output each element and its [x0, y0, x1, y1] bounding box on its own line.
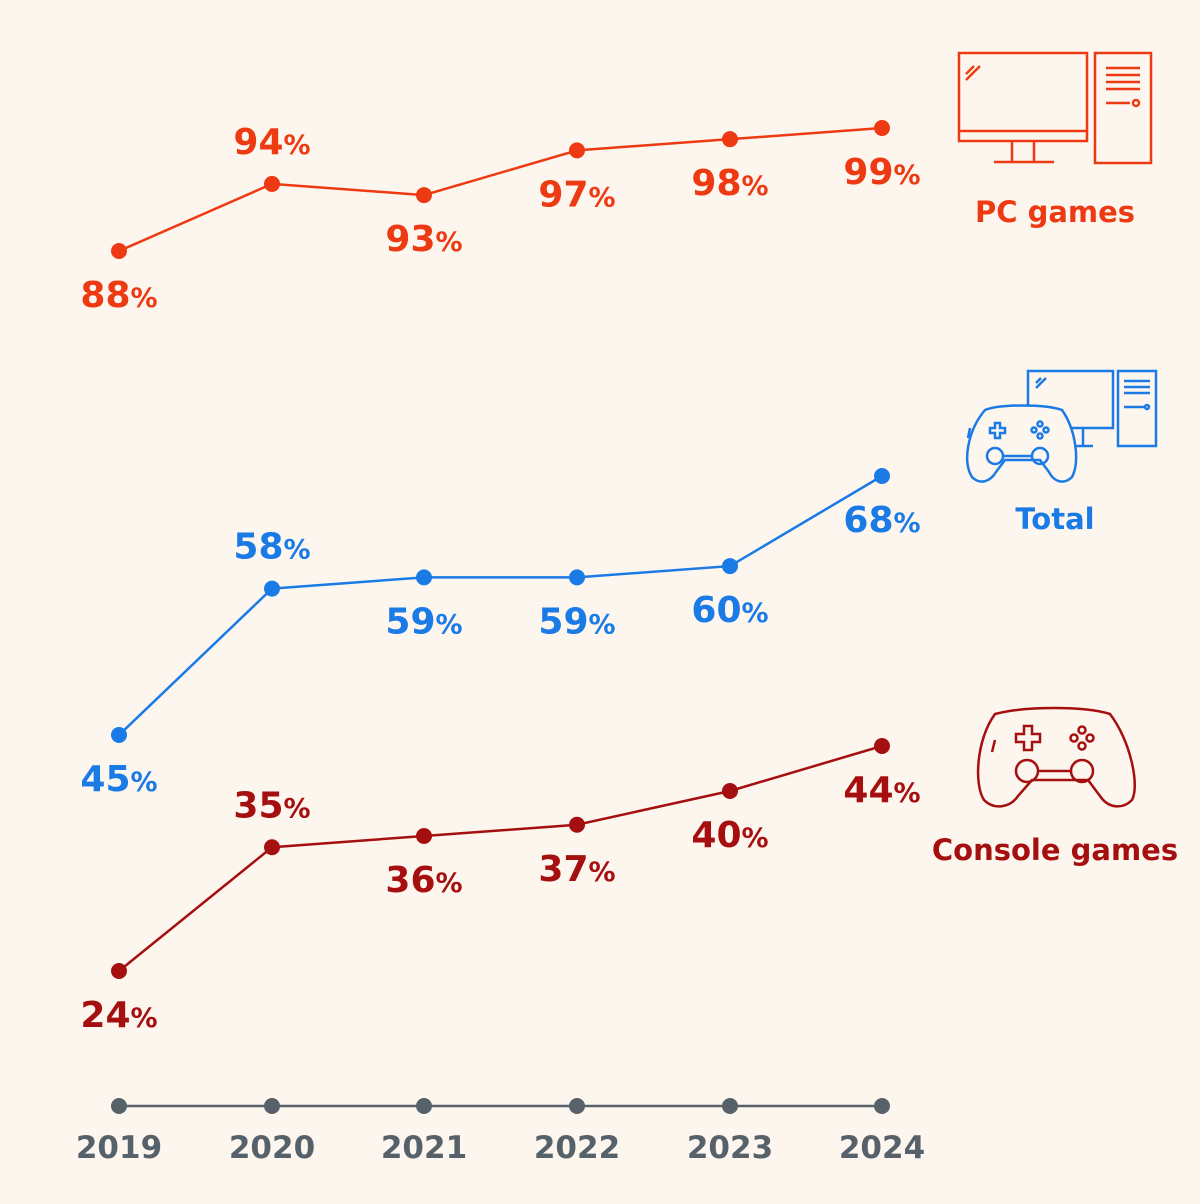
- data-label-pc-2024: 99%: [843, 152, 920, 193]
- data-point-total-2019: [111, 727, 127, 743]
- data-label-pc-2022: 97%: [538, 174, 615, 215]
- data-label-console-2024: 44%: [843, 770, 920, 811]
- x-axis-label-2023: 2023: [687, 1130, 773, 1166]
- data-label-console-2021: 36%: [385, 860, 462, 901]
- x-axis-label-2022: 2022: [534, 1130, 620, 1166]
- x-axis-label-2021: 2021: [381, 1130, 467, 1166]
- data-label-total-2020: 58%: [233, 527, 310, 568]
- data-point-console-2021: [416, 828, 432, 844]
- series-line-console: [118, 744, 883, 972]
- series-layer: 88% 94% 93% 97% 98% 99% 45% 58% 59% 59% 60% 68% 24% 3…: [80, 120, 921, 1036]
- data-label-total-2023: 60%: [691, 590, 768, 631]
- series-line-pc: [118, 126, 883, 253]
- data-point-console-2023: [722, 783, 738, 799]
- data-point-total-2023: [722, 558, 738, 575]
- data-label-pc-2021: 93%: [385, 219, 462, 260]
- data-point-pc-2023: [722, 131, 738, 148]
- data-label-total-2019: 45%: [80, 759, 157, 800]
- data-label-console-2022: 37%: [538, 849, 615, 890]
- data-label-pc-2019: 88%: [80, 275, 157, 316]
- data-label-pc-2020: 94%: [233, 122, 310, 163]
- controller-and-pc-icon: [965, 369, 1158, 483]
- data-point-total-2020: [264, 580, 280, 597]
- data-label-pc-2023: 98%: [691, 163, 768, 204]
- data-label-console-2020: 35%: [233, 785, 310, 826]
- pc-icon: [957, 51, 1153, 165]
- x-axis-label-2020: 2020: [229, 1130, 315, 1166]
- series-line-total: [118, 474, 883, 736]
- x-axis-tick-2024: [874, 1098, 890, 1114]
- x-axis-tick-2019: [111, 1098, 127, 1114]
- x-axis-tick-2022: [569, 1098, 585, 1114]
- data-point-pc-2020: [264, 175, 280, 192]
- data-point-console-2019: [111, 963, 127, 979]
- data-point-pc-2019: [111, 243, 127, 259]
- data-point-pc-2021: [416, 187, 432, 204]
- legend-label-pc-games: PC games: [975, 195, 1135, 229]
- data-label-total-2022: 59%: [538, 601, 615, 642]
- x-axis-tick-2020: [264, 1098, 280, 1114]
- data-point-pc-2022: [569, 142, 585, 159]
- data-label-console-2019: 24%: [80, 995, 157, 1036]
- data-point-total-2021: [416, 569, 432, 586]
- legend-label-total: Total: [1015, 502, 1094, 536]
- x-axis-label-2019: 2019: [76, 1130, 162, 1166]
- x-axis: 2019 2020 2021 2022 2023 2024: [76, 1098, 925, 1166]
- data-label-console-2023: 40%: [691, 815, 768, 856]
- legend-label-console-games: Console games: [932, 833, 1178, 867]
- data-point-console-2024: [874, 738, 890, 754]
- data-point-console-2022: [569, 816, 585, 833]
- data-label-total-2021: 59%: [385, 601, 462, 642]
- x-axis-label-2024: 2024: [839, 1130, 925, 1166]
- data-point-console-2020: [264, 839, 280, 856]
- controller-icon: [976, 706, 1136, 808]
- x-axis-tick-2021: [416, 1098, 432, 1114]
- data-point-total-2022: [569, 569, 585, 586]
- data-point-pc-2024: [874, 120, 890, 136]
- data-point-total-2024: [874, 468, 890, 484]
- x-axis-tick-2023: [722, 1098, 738, 1114]
- data-label-total-2024: 68%: [843, 500, 920, 541]
